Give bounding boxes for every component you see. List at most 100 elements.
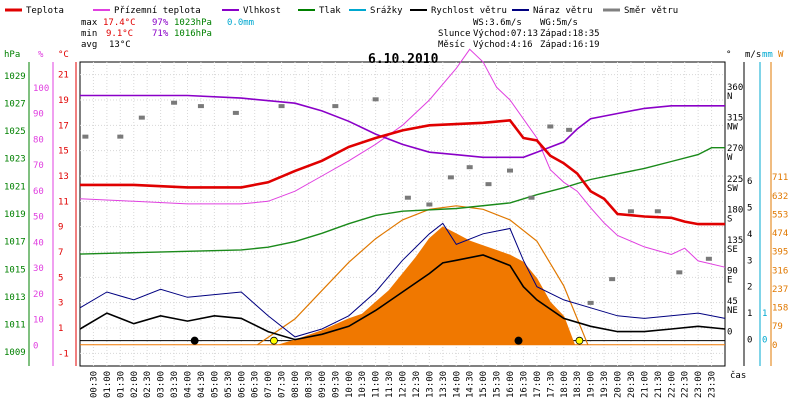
tick-x: 19:00 bbox=[587, 371, 597, 398]
tick-dir-compass: W bbox=[727, 153, 733, 163]
direction-point bbox=[705, 256, 712, 261]
tick-ms: 5 bbox=[747, 203, 752, 213]
tick-degc: 9 bbox=[58, 223, 63, 233]
tick-ms: 2 bbox=[747, 283, 752, 293]
direction-point bbox=[547, 124, 554, 129]
tick-x: 00:30 bbox=[89, 371, 99, 398]
stat-min-label: min bbox=[81, 29, 97, 39]
legend-label-temperature: Teplota bbox=[26, 6, 64, 16]
direction-point bbox=[138, 115, 145, 120]
axis-label-x: čas bbox=[730, 370, 746, 381]
tick-x: 16:00 bbox=[506, 371, 516, 398]
tick-x: 08:00 bbox=[291, 371, 301, 398]
tick-x: 17:00 bbox=[533, 371, 543, 398]
tick-mm: 1 bbox=[762, 309, 767, 319]
tick-x: 11:30 bbox=[385, 371, 395, 398]
tick-x: 04:00 bbox=[184, 371, 194, 398]
tick-pct: 50 bbox=[33, 213, 44, 223]
tick-hpa: 1015 bbox=[4, 265, 26, 275]
tick-degc: 17 bbox=[58, 121, 69, 131]
tick-wm2: 0 bbox=[772, 341, 777, 351]
tick-degc: 3 bbox=[58, 299, 63, 309]
direction-point bbox=[566, 127, 573, 132]
tick-x: 09:30 bbox=[331, 371, 341, 398]
tick-degc: 1 bbox=[58, 324, 63, 334]
tick-dir-compass: SW bbox=[727, 184, 738, 194]
direction-point bbox=[404, 195, 411, 200]
tick-dir: 225 bbox=[727, 175, 743, 185]
tick-pct: 10 bbox=[33, 316, 44, 326]
tick-x: 18:00 bbox=[560, 371, 570, 398]
tick-x: 21:30 bbox=[654, 371, 664, 398]
tick-wm2: 158 bbox=[772, 304, 788, 314]
direction-point bbox=[627, 209, 634, 214]
tick-pct: 40 bbox=[33, 238, 44, 248]
chart-title: 6.10.2010 bbox=[368, 52, 439, 67]
stat-ws: WS:3.6m/s bbox=[473, 18, 522, 28]
stat-avg-label: avg bbox=[81, 40, 97, 50]
stat-sun-label: Slunce bbox=[438, 29, 471, 39]
tick-pct: 60 bbox=[33, 187, 44, 197]
axis-label-pct: % bbox=[38, 50, 44, 60]
tick-pct: 80 bbox=[33, 135, 44, 145]
tick-pct: 0 bbox=[33, 341, 38, 351]
tick-degc: 21 bbox=[58, 71, 69, 81]
series-solar bbox=[80, 226, 725, 346]
direction-point bbox=[426, 202, 433, 207]
tick-dir-compass: NW bbox=[727, 123, 738, 133]
tick-dir: 135 bbox=[727, 236, 743, 246]
sun-marker bbox=[270, 336, 278, 345]
tick-x: 20:00 bbox=[614, 371, 624, 398]
tick-pct: 30 bbox=[33, 264, 44, 274]
tick-ms: 0 bbox=[747, 336, 752, 346]
tick-x: 03:30 bbox=[170, 371, 180, 398]
tick-x: 09:00 bbox=[318, 371, 328, 398]
tick-hpa: 1019 bbox=[4, 210, 26, 220]
direction-point bbox=[609, 277, 616, 282]
tick-degc: 11 bbox=[58, 197, 69, 207]
series-gust bbox=[79, 222, 726, 338]
direction-point bbox=[447, 175, 454, 180]
stat-min-press: 1016hPa bbox=[174, 29, 212, 39]
tick-x: 17:30 bbox=[546, 371, 556, 398]
tick-dir-compass: N bbox=[727, 92, 732, 102]
tick-x: 21:00 bbox=[640, 371, 650, 398]
tick-dir: 360 bbox=[727, 83, 743, 93]
tick-mm: 0 bbox=[762, 336, 767, 346]
series-wind-speed bbox=[79, 254, 726, 341]
stat-max-rain: 0.0mm bbox=[227, 18, 254, 28]
legend-label-humidity: Vlhkost bbox=[243, 6, 281, 16]
stat-sun-set: Západ:18:35 bbox=[540, 29, 600, 39]
tick-wm2: 632 bbox=[772, 192, 788, 202]
tick-dir: 180 bbox=[727, 205, 743, 215]
tick-x: 16:30 bbox=[519, 371, 529, 398]
stat-max-temp: 17.4°C bbox=[103, 18, 136, 28]
tick-pct: 100 bbox=[33, 84, 49, 94]
stat-min-hum: 71% bbox=[152, 29, 169, 39]
tick-x: 01:00 bbox=[103, 371, 113, 398]
tick-x: 13:00 bbox=[425, 371, 435, 398]
tick-dir: 0 bbox=[727, 327, 732, 337]
direction-point bbox=[197, 104, 204, 109]
tick-x: 06:00 bbox=[237, 371, 247, 398]
tick-x: 05:00 bbox=[210, 371, 220, 398]
tick-hpa: 1021 bbox=[4, 182, 26, 192]
tick-x: 08:30 bbox=[304, 371, 314, 398]
tick-dir: 90 bbox=[727, 266, 738, 276]
tick-x: 01:30 bbox=[116, 371, 126, 398]
tick-degc: 7 bbox=[58, 248, 63, 258]
tick-x: 02:00 bbox=[130, 371, 140, 398]
tick-x: 07:30 bbox=[278, 371, 288, 398]
tick-x: 23:30 bbox=[708, 371, 718, 398]
tick-hpa: 1027 bbox=[4, 99, 26, 109]
tick-wm2: 474 bbox=[772, 229, 788, 239]
stat-moon-rise: Východ:4:16 bbox=[473, 40, 533, 50]
moon-marker bbox=[514, 336, 523, 345]
sun-marker bbox=[575, 336, 584, 345]
tick-dir: 315 bbox=[727, 114, 743, 124]
tick-x: 10:00 bbox=[345, 371, 355, 398]
tick-dir-compass: E bbox=[727, 275, 732, 285]
stat-wg: WG:5m/s bbox=[540, 18, 578, 28]
tick-ms: 6 bbox=[747, 177, 752, 187]
